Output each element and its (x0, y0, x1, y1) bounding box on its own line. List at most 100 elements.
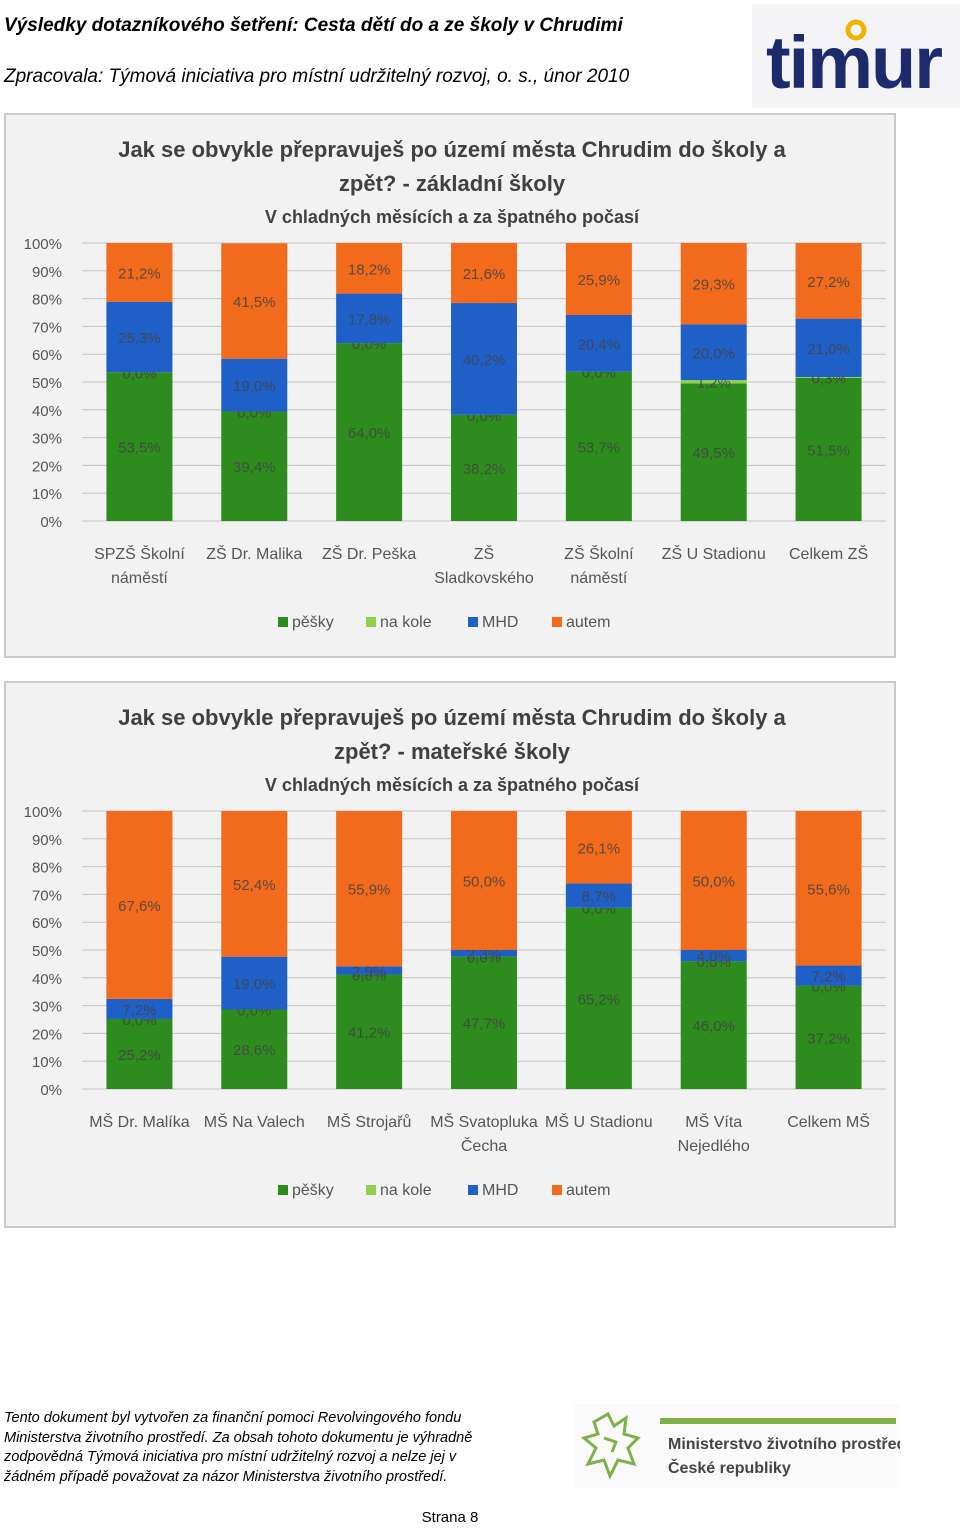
y-tick-label: 10% (32, 486, 62, 503)
bar-segment (565, 811, 632, 884)
lion-emblem-icon (580, 1411, 641, 1480)
x-tick-label: MŠ U Stadionu (545, 1112, 653, 1131)
data-label: 50,0% (692, 874, 735, 891)
data-label: 25,3% (118, 330, 161, 347)
data-label: 2,3% (467, 946, 501, 963)
y-tick-label: 40% (32, 403, 62, 420)
bar-segment (336, 974, 403, 1089)
bar-segment (680, 961, 747, 1089)
data-label: 27,2% (807, 274, 850, 291)
data-label: 52,4% (233, 877, 276, 894)
data-label: 7,2% (811, 969, 845, 986)
bar-segment (221, 243, 288, 359)
x-tick-label: MŠ Strojařů (327, 1112, 411, 1131)
data-label: 55,9% (348, 882, 391, 899)
y-tick-label: 30% (32, 999, 62, 1016)
bar-segment (336, 811, 403, 967)
data-label: 17,8% (348, 311, 391, 328)
ministry-logo: Ministerstvo životního prostředí České r… (574, 1404, 900, 1488)
footer-disclaimer: Tento dokument byl vytvořen za finanční … (4, 1409, 564, 1487)
data-label: 25,2% (118, 1047, 161, 1064)
x-tick-label: ZŠ Školní (564, 544, 634, 563)
bar-segment (451, 303, 517, 415)
y-tick-label: 60% (32, 915, 62, 932)
bar-segment (451, 950, 517, 957)
data-label: 4,0% (697, 949, 731, 966)
data-label: 25,9% (578, 272, 621, 289)
bar-segment (336, 243, 403, 294)
data-label: 37,2% (807, 1030, 850, 1047)
bar-segment (336, 343, 403, 521)
y-tick-label: 90% (32, 832, 62, 849)
bar-segment (680, 383, 747, 521)
bar-segment (106, 372, 173, 521)
ministry-name-line1: Ministerstvo životního prostředí (668, 1436, 900, 1453)
x-tick-label: náměstí (570, 570, 627, 587)
data-label: 49,5% (692, 445, 735, 462)
data-label: 53,7% (578, 439, 621, 456)
data-label: 2,9% (352, 963, 386, 980)
data-label: 26,1% (578, 840, 621, 857)
y-tick-label: 0% (40, 1082, 62, 1099)
bar-segment (795, 377, 862, 521)
data-label: 29,3% (692, 277, 735, 294)
document-title: Výsledky dotazníkového šetření: Cesta dě… (4, 15, 623, 36)
bar-segment (565, 243, 632, 316)
bar-segment (221, 411, 288, 521)
bar-segment (795, 243, 862, 319)
y-tick-label: 30% (32, 431, 62, 448)
chart-title-line: Jak se obvykle přepravuješ po území měst… (118, 705, 786, 730)
bar-segment (680, 950, 747, 962)
bar-segment (795, 985, 862, 1089)
data-label: 38,2% (463, 461, 506, 478)
y-tick-label: 70% (32, 887, 62, 904)
footer-line: žádném případě považovat za názor Minist… (4, 1468, 448, 1485)
data-label: 40,2% (463, 352, 506, 369)
y-tick-label: 50% (32, 375, 62, 392)
data-label: 21,2% (118, 265, 161, 282)
legend-label: pěšky (292, 1182, 334, 1199)
footer-line: zodpovědná Týmová iniciativa pro místní … (4, 1449, 457, 1465)
chart-kindergartens-svg: Jak se obvykle přepravuješ po území měst… (24, 705, 886, 1199)
legend-swatch (278, 617, 288, 627)
y-tick-label: 80% (32, 860, 62, 877)
data-label: 53,5% (118, 440, 161, 457)
footer-line: Tento dokument byl vytvořen za finanční … (4, 1410, 462, 1426)
y-tick-label: 70% (32, 319, 62, 336)
bar-segment (565, 315, 632, 372)
data-label: 19,0% (233, 378, 276, 395)
legend-swatch (366, 617, 376, 627)
data-label: 39,4% (233, 459, 276, 476)
bar-segment (221, 1009, 288, 1089)
legend-label: autem (566, 1182, 610, 1199)
y-tick-label: 10% (32, 1054, 62, 1071)
x-tick-label: MŠ Víta (685, 1112, 742, 1131)
legend-swatch (278, 1185, 288, 1195)
bar-segment (680, 243, 747, 325)
bar-segment (221, 358, 288, 412)
legend-swatch (468, 617, 478, 627)
data-label: 64,0% (348, 425, 391, 442)
data-label: 20,0% (692, 345, 735, 362)
legend-label: autem (566, 614, 610, 631)
bar-segment (336, 293, 403, 344)
bar-segment (106, 243, 173, 302)
x-tick-label: Celkem MŠ (787, 1112, 870, 1131)
chart-kindergartens: Jak se obvykle přepravuješ po území měst… (4, 681, 896, 1228)
data-label: 28,6% (233, 1042, 276, 1059)
bar-segment (221, 956, 288, 1010)
legend-label: na kole (380, 614, 432, 631)
y-tick-label: 40% (32, 971, 62, 988)
chart-title-line: zpět? - základní školy (339, 171, 566, 196)
page-number: Strana 8 (421, 1509, 479, 1526)
bar-segment (106, 1018, 173, 1089)
bar-segment (221, 811, 288, 957)
bar-segment (451, 956, 517, 1089)
legend-label: MHD (482, 1182, 518, 1199)
ministry-logo-bar (660, 1418, 896, 1424)
timur-logo-text: timur (766, 21, 942, 104)
bar-segment (795, 318, 862, 377)
legend-swatch (552, 1185, 562, 1195)
y-tick-label: 100% (24, 804, 62, 821)
bar-segment (336, 966, 403, 975)
